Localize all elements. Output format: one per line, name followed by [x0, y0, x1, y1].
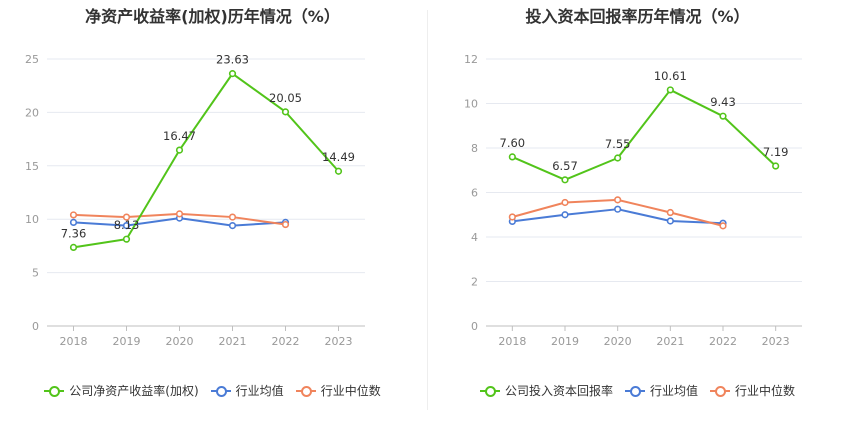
data-label: 20.05	[269, 91, 302, 105]
series-line	[73, 72, 340, 249]
roe-chart-panel: 净资产收益率(加权)历年情况（%） 0 5 10 15 20 25 2018 2019 2020…	[0, 7, 425, 399]
legend-item[interactable]: 行业均值	[210, 382, 284, 399]
data-point	[122, 222, 131, 230]
data-point	[561, 198, 569, 207]
legend-swatch	[210, 385, 231, 397]
y-tick-label: 6	[471, 187, 478, 200]
data-point	[614, 154, 622, 162]
roic-chart-plot: 0 2 4 6 8 10 12 2018 2019 2020 2021 2022 2023 7.60 6.5…	[464, 53, 802, 348]
data-point	[122, 235, 131, 243]
data-label: 7.19	[763, 145, 789, 159]
legend-swatch	[295, 385, 316, 397]
data-point	[666, 217, 674, 225]
y-tick-label: 12	[464, 53, 478, 66]
y-tick-label: 20	[25, 106, 39, 119]
data-label: 9.43	[710, 95, 736, 109]
data-point	[175, 146, 184, 154]
data-point	[69, 211, 78, 219]
data-point	[666, 208, 674, 217]
y-tick-label: 10	[25, 213, 39, 226]
legend-item[interactable]: 公司净资产收益率(加权)	[44, 382, 199, 399]
x-tick-label: 2023	[325, 335, 353, 348]
data-label: 23.63	[216, 53, 249, 67]
data-point	[334, 167, 343, 175]
data-point	[561, 176, 569, 184]
legend-label: 行业均值	[649, 384, 698, 398]
x-tick-label: 2022	[272, 335, 300, 348]
data-label: 7.55	[605, 137, 631, 151]
x-tick-label: 2020	[166, 335, 194, 348]
data-point	[561, 211, 569, 219]
series-line	[511, 88, 777, 181]
x-tick-label: 2023	[762, 335, 790, 348]
legend-swatch	[44, 385, 65, 397]
legend-swatch	[624, 385, 645, 397]
data-label: 16.47	[163, 129, 196, 143]
y-tick-label: 15	[25, 160, 39, 173]
chart-legend: 公司投入资本回报率 行业均值 行业中位数	[425, 382, 850, 399]
legend-swatch	[479, 385, 500, 397]
legend-label: 公司净资产收益率(加权)	[69, 384, 199, 398]
x-tick-label: 2018	[498, 335, 526, 348]
data-point	[508, 153, 516, 161]
data-point	[69, 218, 78, 227]
legend-swatch	[710, 385, 730, 397]
y-tick-label: 4	[471, 231, 478, 244]
data-point	[122, 213, 131, 221]
data-point	[614, 196, 622, 204]
legend-label: 公司投入资本回报率	[504, 384, 613, 398]
legend-label: 行业均值	[235, 384, 284, 398]
roic-chart-panel: 投入资本回报率历年情况（%） 0 2 4 6 8 10 12 2018 2019 2020 2021…	[425, 0, 850, 437]
legend-item[interactable]: 行业中位数	[710, 382, 795, 399]
x-tick-label: 2020	[604, 335, 632, 348]
roe-chart-plot: 0 5 10 15 20 25 2018 2019 2020 2021 2022 2023 7.36 8.…	[25, 53, 365, 348]
y-tick-label: 0	[32, 320, 39, 333]
data-point	[719, 222, 727, 230]
x-tick-label: 2022	[709, 335, 737, 348]
data-label: 7.60	[500, 136, 526, 150]
legend-label: 行业中位数	[320, 384, 381, 398]
data-point	[508, 213, 516, 221]
chart-title: 净资产收益率(加权)历年情况（%）	[85, 7, 340, 26]
x-tick-label: 2018	[60, 335, 88, 348]
y-tick-label: 2	[471, 276, 478, 289]
data-point	[772, 162, 780, 170]
y-tick-label: 25	[25, 53, 39, 66]
data-label: 6.57	[552, 159, 578, 173]
legend-item[interactable]: 行业均值	[624, 382, 698, 399]
data-point	[666, 86, 674, 94]
y-tick-label: 5	[32, 267, 39, 280]
data-point	[69, 243, 78, 251]
data-point	[281, 108, 290, 116]
chart-title: 投入资本回报率历年情况（%）	[525, 7, 750, 26]
x-tick-label: 2019	[113, 335, 141, 348]
data-label: 10.61	[654, 69, 687, 83]
chart-legend: 公司净资产收益率(加权) 行业均值 行业中位数	[0, 382, 425, 399]
legend-label: 行业中位数	[735, 384, 796, 398]
panel-divider	[427, 10, 428, 410]
data-label: 7.36	[61, 226, 87, 240]
data-label: 8.13	[114, 218, 140, 232]
data-point	[228, 70, 237, 78]
legend-item[interactable]: 公司投入资本回报率	[479, 382, 613, 399]
y-tick-label: 8	[471, 142, 478, 155]
data-label: 14.49	[322, 150, 355, 164]
data-point	[228, 213, 237, 221]
legend-item[interactable]: 行业中位数	[295, 382, 381, 399]
y-tick-label: 10	[464, 98, 478, 111]
data-point	[281, 220, 290, 229]
data-point	[719, 112, 727, 120]
x-tick-label: 2021	[656, 335, 684, 348]
data-point	[228, 222, 237, 230]
x-tick-label: 2021	[219, 335, 247, 348]
data-point	[614, 205, 622, 213]
x-tick-label: 2019	[551, 335, 579, 348]
data-point	[175, 210, 184, 218]
y-tick-label: 0	[471, 320, 478, 333]
